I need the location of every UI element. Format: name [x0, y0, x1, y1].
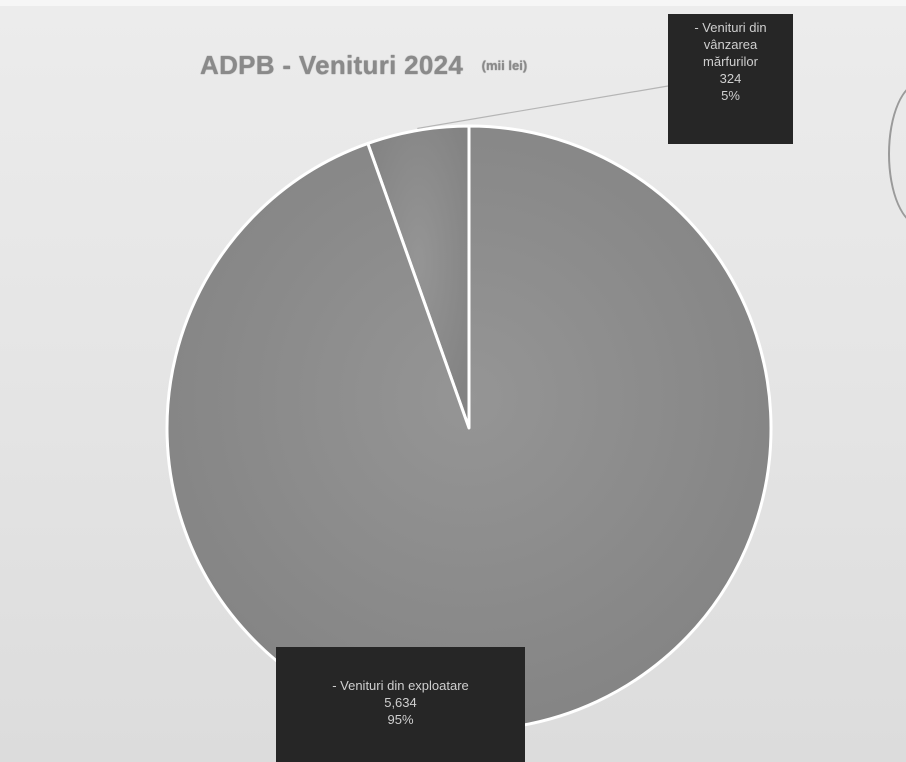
pie-slice-operating [165, 124, 773, 732]
data-label-goods-line2: vânzarea [703, 37, 758, 52]
data-label-goods-line1: - Venituri din [694, 20, 767, 35]
data-label-goods-percent: 5% [721, 88, 740, 103]
chart-title-block: ADPB - Venituri 2024 (mii lei) [200, 50, 527, 81]
data-label-operating-percent: 95% [387, 712, 414, 727]
data-label-operating-line1: - Venituri din exploatare [332, 678, 469, 693]
leader-line-goods-sales [417, 85, 669, 130]
data-label-goods-sales: - Venituri din vânzarea mărfurilor 324 5… [668, 14, 793, 144]
chart-title: ADPB - Venituri 2024 [200, 50, 464, 80]
chart-unit: (mii lei) [481, 58, 528, 73]
data-label-goods-value: 324 [719, 71, 742, 86]
data-label-goods-line3: mărfurilor [703, 54, 758, 69]
top-edge [0, 0, 906, 6]
data-label-operating-value: 5,634 [384, 695, 417, 710]
data-label-operating: - Venituri din exploatare 5,634 95% [276, 647, 525, 762]
